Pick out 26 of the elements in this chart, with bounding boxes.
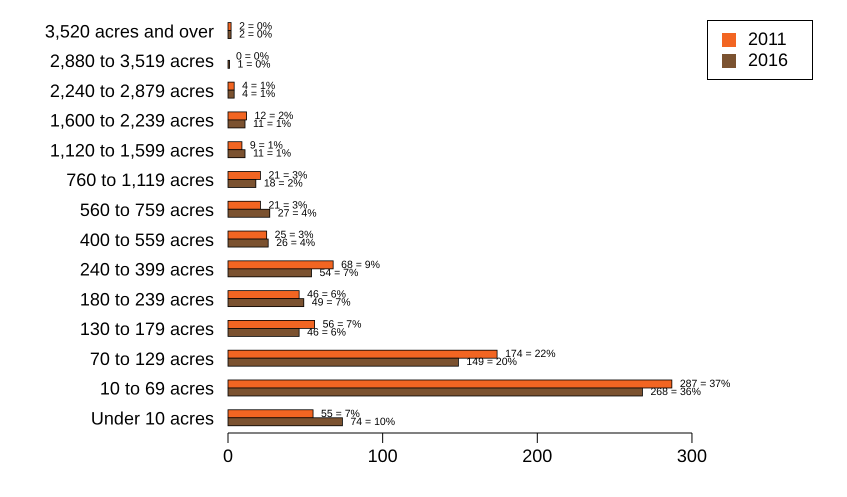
y-tick-label: 560 to 759 acres [80,200,214,220]
x-tick-label: 300 [676,446,707,466]
data-label: 18 = 2% [264,177,303,190]
data-label: 2 = 0% [239,28,272,41]
y-tick-label: 1,600 to 2,239 acres [50,110,214,131]
data-label: 27 = 4% [278,207,317,220]
x-tick-label: 0 [222,446,234,466]
legend-label: 2011 [748,29,787,49]
y-tick-label: 130 to 179 acres [80,319,214,340]
y-tick-label: 1,120 to 1,599 acres [50,140,214,160]
x-tick-label: 100 [368,446,398,466]
data-label: 268 = 36% [650,386,701,398]
y-tick-label: 2,240 to 2,879 acres [50,80,214,101]
y-tick-label: 3,520 acres and over [44,21,214,42]
y-tick-label: 2,880 to 3,519 acres [50,51,214,72]
y-tick-label: 70 to 129 acres [90,348,214,369]
data-label: 74 = 10% [350,416,396,428]
y-tick-label: 400 to 559 acres [80,230,214,250]
x-tick-label: 200 [522,446,552,466]
y-tick-label: 10 to 69 acres [100,378,214,399]
y-tick-label: Under 10 acres [90,408,214,428]
y-tick-label: 180 to 239 acres [80,289,214,310]
y-tick-label: 760 to 1,119 acres [66,170,214,190]
y-tick-label: 240 to 399 acres [80,260,214,280]
legend-label: 2016 [748,50,788,70]
data-label: 11 = 1% [253,118,292,130]
